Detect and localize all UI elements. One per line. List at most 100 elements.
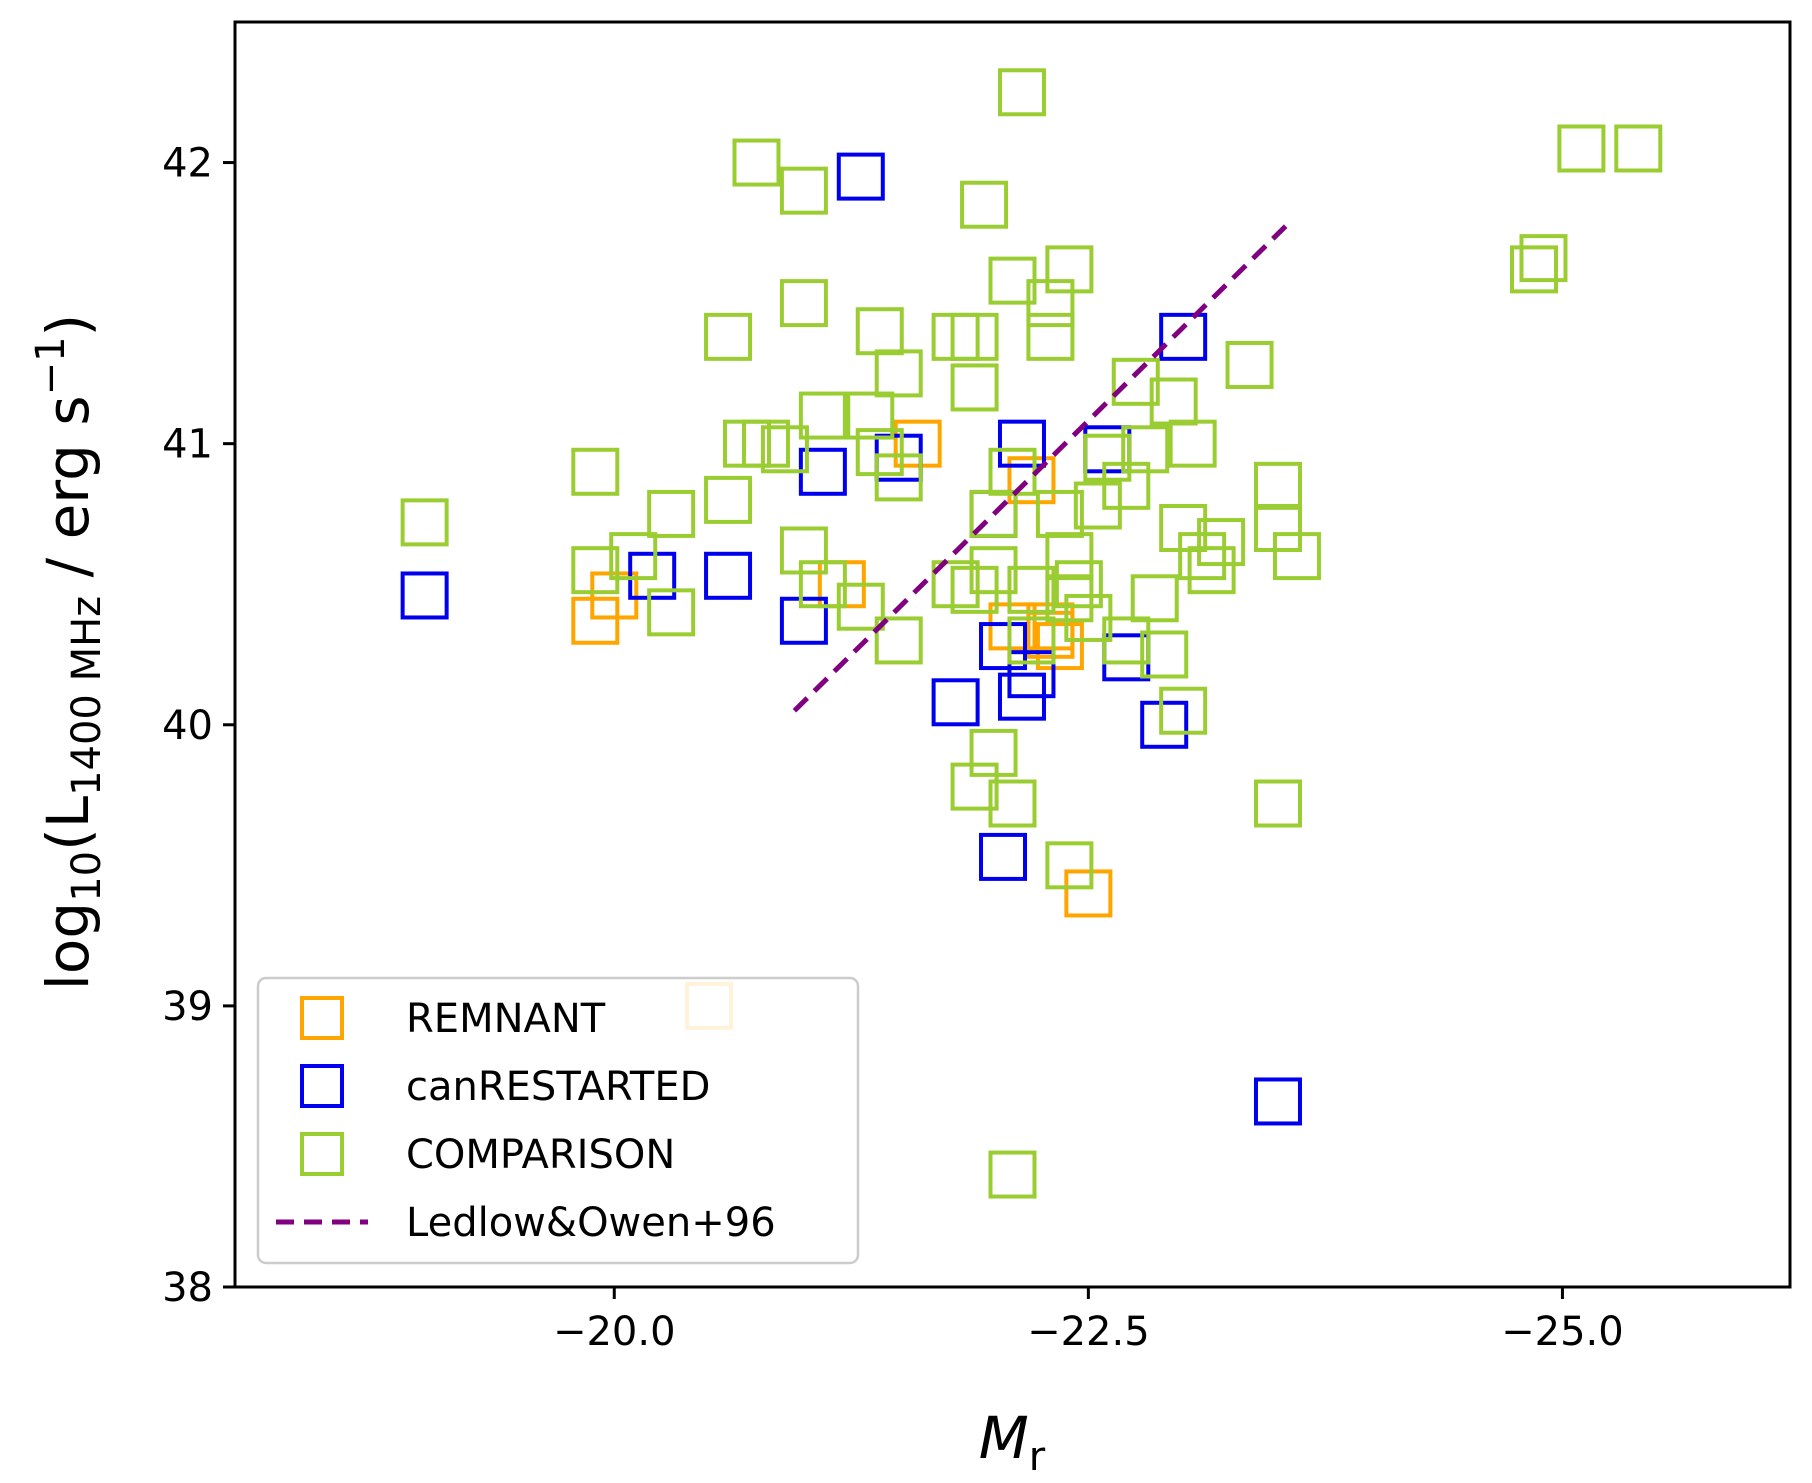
y-tick-label: 38: [162, 1265, 213, 1311]
y-tick-label: 40: [162, 703, 213, 749]
point-comparison: [874, 453, 923, 502]
point-comparison: [950, 762, 999, 811]
y-axis-title-close: ): [34, 314, 102, 337]
point-comparison: [1614, 124, 1663, 173]
point-comparison: [1168, 419, 1217, 468]
point-canrestarted: [628, 551, 677, 600]
point-comparison: [400, 498, 449, 547]
point-comparison: [1253, 461, 1302, 510]
legend-marker-comparison: [300, 1132, 344, 1176]
point-remnant: [893, 419, 942, 468]
point-canrestarted: [997, 672, 1046, 721]
point-comparison: [798, 391, 847, 440]
point-comparison: [1197, 518, 1246, 567]
x-axis-title-main: M: [979, 1404, 1029, 1472]
x-axis-title-sub: r: [1029, 1434, 1046, 1480]
point-canrestarted: [1253, 1077, 1302, 1126]
point-canrestarted: [704, 551, 753, 600]
point-comparison: [647, 588, 696, 637]
y-tick-label: 42: [162, 141, 213, 187]
point-comparison: [1054, 560, 1103, 609]
y-axis-title-sup: −1: [28, 336, 74, 395]
point-comparison: [779, 526, 828, 575]
point-comparison: [950, 565, 999, 614]
point-canrestarted: [997, 419, 1046, 468]
legend-label-remnant: REMNANT: [406, 996, 606, 1042]
point-comparison: [855, 428, 904, 477]
point-comparison: [1253, 779, 1302, 828]
point-comparison: [732, 138, 781, 187]
legend-label-canrestarted: canRESTARTED: [406, 1064, 710, 1110]
point-comparison: [874, 349, 923, 398]
y-axis-title-log: log: [34, 902, 102, 990]
plot-frame: [233, 20, 1792, 1289]
point-comparison: [1253, 504, 1302, 552]
point-comparison: [1026, 312, 1075, 361]
point-remnant: [1007, 456, 1056, 505]
legend-marker-remnant: [300, 996, 344, 1040]
y-axis-title-sub1: 10: [64, 851, 110, 902]
point-comparison: [760, 425, 809, 474]
point-comparison: [1045, 574, 1094, 623]
point-comparison: [997, 68, 1046, 117]
point-canrestarted: [779, 596, 828, 645]
legend-box: [256, 976, 860, 1265]
point-comparison: [969, 546, 1018, 595]
point-comparison: [988, 1150, 1037, 1199]
point-remnant: [571, 596, 620, 645]
y-axis-title: log10(L1400 MHz / erg s−1): [28, 314, 110, 990]
point-comparison: [1272, 532, 1321, 581]
point-comparison: [1102, 461, 1151, 510]
point-canrestarted: [979, 832, 1028, 881]
point-remnant: [988, 602, 1037, 651]
x-axis-title: Mr: [979, 1404, 1046, 1480]
y-axis-title-sub2: 1400 MHz: [64, 596, 110, 796]
point-comparison: [1102, 616, 1151, 665]
point-comparison: [1045, 841, 1094, 890]
point-comparison: [855, 307, 904, 356]
x-axis: −20.0 −22.5 −25.0: [553, 1287, 1624, 1355]
x-tick-label: −20.0: [553, 1309, 676, 1355]
point-comparison: [836, 582, 885, 631]
point-comparison: [779, 166, 828, 215]
legend: REMNANT canRESTARTED COMPARISON Ledlow&Owen…: [256, 976, 860, 1265]
fit-line-ledlow-owen-96: [792, 222, 1290, 713]
point-comparison: [950, 312, 999, 361]
point-comparison: [1178, 532, 1227, 581]
y-axis-title-post: / erg s: [34, 395, 102, 595]
point-comparison: [571, 546, 620, 595]
point-remnant: [1035, 622, 1084, 671]
point-comparison: [1509, 245, 1558, 294]
point-canrestarted: [979, 622, 1028, 671]
point-comparison: [969, 728, 1018, 777]
point-comparison: [950, 363, 999, 412]
point-canrestarted: [400, 571, 449, 620]
point-comparison: [931, 560, 980, 609]
point-comparison: [741, 419, 790, 468]
point-comparison: [1225, 340, 1274, 389]
point-comparison: [874, 616, 923, 665]
point-comparison: [1007, 565, 1056, 614]
x-tick-label: −25.0: [1501, 1309, 1624, 1355]
legend-label-ledlow-owen-96: Ledlow&Owen+96: [406, 1200, 776, 1246]
point-remnant: [590, 571, 639, 620]
point-comparison: [1026, 279, 1075, 328]
point-canrestarted: [1140, 700, 1189, 749]
legend-marker-canrestarted: [300, 1064, 344, 1108]
point-comparison: [931, 312, 980, 361]
point-comparison: [779, 279, 828, 328]
point-comparison: [1007, 616, 1056, 665]
point-comparison: [704, 475, 753, 524]
point-comparison: [846, 391, 895, 440]
point-comparison: [1073, 481, 1122, 530]
y-tick-label: 41: [162, 422, 213, 468]
point-comparison: [609, 532, 658, 581]
point-comparison: [960, 180, 1009, 229]
point-comparison: [647, 489, 696, 538]
point-comparison: [1557, 124, 1606, 173]
point-comparison: [1045, 245, 1094, 294]
x-tick-label: −22.5: [1027, 1309, 1150, 1355]
plot-area: [400, 68, 1663, 1199]
point-comparison: [1083, 433, 1132, 482]
